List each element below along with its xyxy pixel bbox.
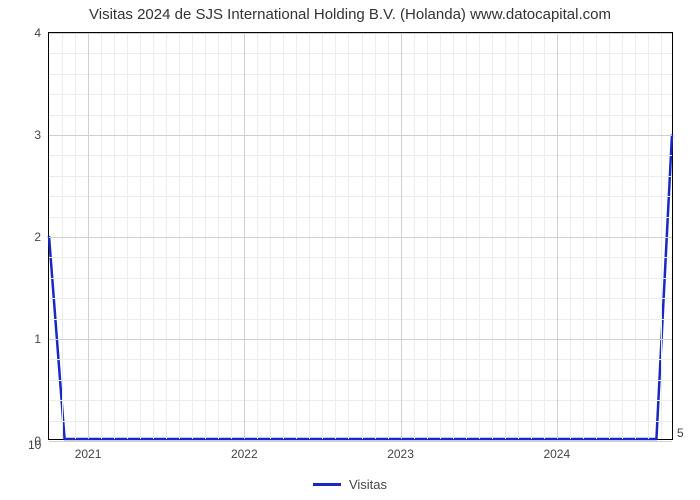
series-line xyxy=(49,135,672,440)
y-tick-label: 4 xyxy=(34,26,41,40)
corner-label-bottom-right: 5 xyxy=(677,426,684,440)
grid-major-h xyxy=(49,237,672,238)
grid-minor-h xyxy=(49,257,672,258)
x-tick-label: 2024 xyxy=(543,447,570,461)
grid-major-h xyxy=(49,135,672,136)
grid-major-v xyxy=(88,33,89,439)
x-tick-label: 2023 xyxy=(387,447,414,461)
grid-minor-h xyxy=(49,74,672,75)
grid-major-v xyxy=(244,33,245,439)
chart-title: Visitas 2024 de SJS International Holdin… xyxy=(0,6,700,23)
grid-minor-h xyxy=(49,421,672,422)
plot-area: 202120222023202401234 xyxy=(48,32,673,440)
y-tick-label: 2 xyxy=(34,230,41,244)
grid-minor-h xyxy=(49,380,672,381)
grid-minor-h xyxy=(49,115,672,116)
grid-minor-h xyxy=(49,359,672,360)
legend-label: Visitas xyxy=(349,477,387,492)
grid-minor-h xyxy=(49,176,672,177)
grid-minor-h xyxy=(49,94,672,95)
grid-major-v xyxy=(401,33,402,439)
y-tick-label: 3 xyxy=(34,128,41,142)
corner-label-top-left: 10 xyxy=(28,438,41,452)
grid-minor-h xyxy=(49,196,672,197)
grid-minor-h xyxy=(49,319,672,320)
x-tick-label: 2022 xyxy=(231,447,258,461)
chart-legend: Visitas xyxy=(0,476,700,492)
grid-minor-h xyxy=(49,155,672,156)
x-tick-label: 2021 xyxy=(75,447,102,461)
grid-major-h xyxy=(49,441,672,442)
grid-minor-h xyxy=(49,298,672,299)
grid-major-h xyxy=(49,33,672,34)
grid-minor-h xyxy=(49,53,672,54)
y-tick-label: 1 xyxy=(34,332,41,346)
grid-minor-h xyxy=(49,400,672,401)
grid-minor-h xyxy=(49,217,672,218)
grid-minor-h xyxy=(49,278,672,279)
grid-major-h xyxy=(49,339,672,340)
legend-swatch xyxy=(313,483,341,486)
grid-major-v xyxy=(557,33,558,439)
